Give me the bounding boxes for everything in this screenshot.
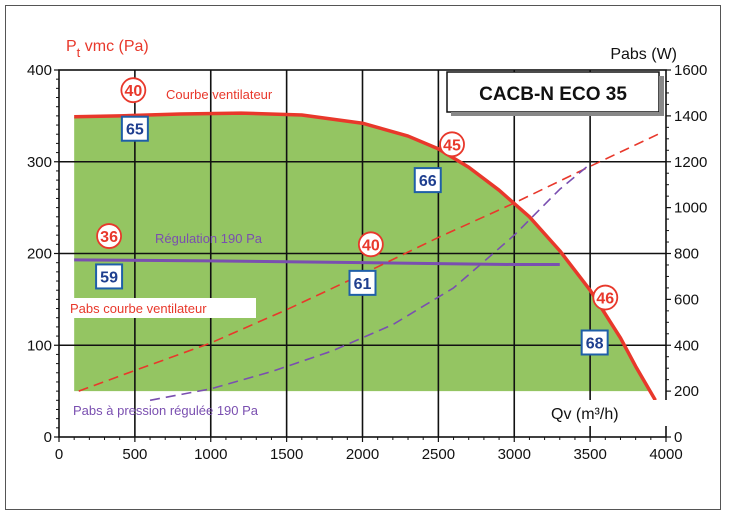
series-fan-curve: [74, 111, 657, 402]
x-tick-label: 4000: [649, 446, 682, 463]
circle-marker: [96, 223, 122, 249]
x-tick-label: 3000: [498, 446, 531, 463]
y-right-tick-label: 800: [674, 246, 699, 263]
y-right-tick-label: 600: [674, 291, 699, 308]
circle-marker-label: 40: [362, 237, 380, 254]
x-tick-label: 500: [122, 446, 147, 463]
circle-marker-label: 36: [100, 229, 118, 246]
badge-label: 59: [100, 269, 118, 286]
badge-box: [120, 115, 149, 142]
circle-marker: [439, 131, 465, 158]
annotations-layer: Courbe ventilateur Régulation 190 Pa Pabs …: [66, 77, 619, 418]
label-regulation: Régulation 190 Pa: [155, 231, 263, 246]
circle-marker-label: 45: [443, 137, 461, 154]
label-pabs-fan: Pabs courbe ventilateur: [70, 301, 207, 316]
y-axis-left-label: Pt vmc (Pa): [66, 38, 149, 60]
label-pabs-regulated: Pabs à pression régulée 190 Pa: [73, 403, 259, 418]
circle-marker-label: 46: [596, 291, 614, 308]
label-pabs-fan-backing: [66, 298, 256, 318]
y-right-tick-label: 1600: [674, 62, 707, 79]
badge-box: [413, 167, 442, 194]
x-tick-label: 1000: [194, 446, 227, 463]
y-right-tick-label: 200: [674, 383, 699, 400]
circle-marker: [592, 284, 619, 311]
y-right-tick-label: 0: [674, 429, 682, 446]
title-box-shadow-bottom: [451, 112, 664, 116]
y-left-tick-label: 100: [27, 337, 52, 354]
badge-box: [95, 263, 124, 290]
y-axis-left-label-sub: t: [77, 45, 81, 60]
y-axis-right-label: Pabs (W): [610, 46, 677, 63]
y-right-tick-label: 1400: [674, 108, 707, 125]
y-right-tick-label: 1200: [674, 154, 707, 171]
badge-box: [580, 329, 609, 356]
y-left-tick-label: 400: [27, 62, 52, 79]
x-axis-label-backing: [543, 400, 673, 426]
series-regulation: [74, 258, 560, 267]
circle-marker: [120, 77, 147, 104]
x-tick-label: 3500: [573, 446, 606, 463]
chart-title: CACB-N ECO 35: [479, 84, 627, 105]
chart-frame: [5, 5, 721, 510]
x-tick-label: 2000: [346, 446, 379, 463]
x-tick-label: 0: [55, 446, 63, 463]
series-pabs-regulated: [149, 163, 591, 402]
badge-label: 61: [354, 276, 372, 293]
y-right-tick-label: 1000: [674, 200, 707, 217]
x-axis-label: Qv (m³/h): [551, 406, 619, 423]
y-left-tick-label: 0: [44, 429, 52, 446]
badge-label: 65: [126, 122, 144, 139]
y-right-tick-label: 400: [674, 337, 699, 354]
title-box-shadow: [659, 76, 664, 116]
badge-label: 66: [419, 173, 437, 190]
label-courbe-ventilateur: Courbe ventilateur: [166, 87, 273, 102]
y-left-tick-label: 200: [27, 246, 52, 263]
y-axis-left-label-rest: vmc (Pa): [80, 38, 148, 55]
axes: 0 500 1000 1500 2000 2500 3000 3500 400001002003…: [27, 62, 707, 463]
x-tick-label: 1500: [270, 446, 303, 463]
y-axis-left-label-main: P: [66, 38, 77, 55]
x-tick-label: 2500: [422, 446, 455, 463]
circle-marker: [357, 231, 384, 258]
y-left-tick-label: 300: [27, 154, 52, 171]
badge-label: 68: [586, 335, 604, 352]
circle-marker-label: 40: [124, 83, 142, 100]
badge-box: [348, 269, 377, 296]
